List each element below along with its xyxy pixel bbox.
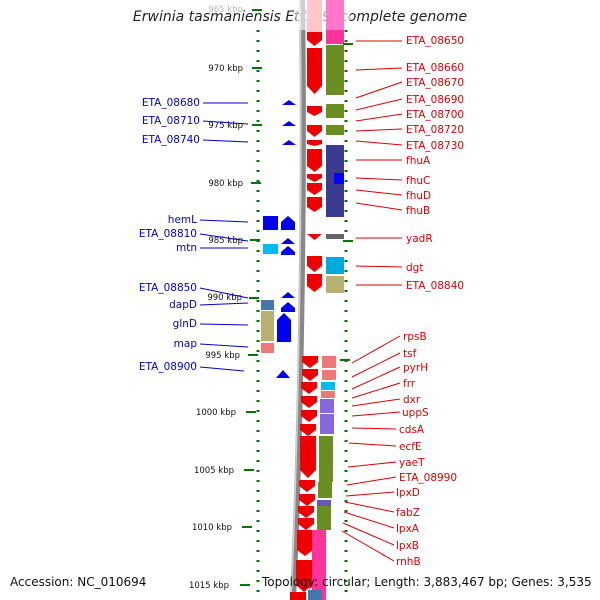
left-label-glnD: glnD xyxy=(173,318,197,330)
right-label-rpsB: rpsB xyxy=(403,331,427,343)
backbone-highlight xyxy=(290,0,302,600)
right-label-eta-08700: ETA_08700 xyxy=(406,109,464,121)
scale-label-0: 965 kbp xyxy=(208,5,243,15)
left-label-eta-08740: ETA_08740 xyxy=(142,134,200,146)
left-label-dapD: dapD xyxy=(169,299,197,311)
right-label-eta-08990: ETA_08990 xyxy=(399,472,457,484)
right-label-yaeT: yaeT xyxy=(399,457,425,469)
left-label-eta-08810: ETA_08810 xyxy=(139,228,197,240)
right-label-eta-08720: ETA_08720 xyxy=(406,124,464,136)
scale-labels: 965 kbp 970 kbp 975 kbp 980 kbp 985 kbp … xyxy=(189,5,243,591)
scale-label-9: 1010 kbp xyxy=(192,523,232,533)
scale-label-3: 980 kbp xyxy=(208,179,243,189)
right-label-lpxD: lpxD xyxy=(396,487,420,499)
right-label-fhuA: fhuA xyxy=(406,155,431,167)
top-pink-block xyxy=(326,0,344,32)
left-label-eta-08850: ETA_08850 xyxy=(139,282,197,294)
scale-label-5: 990 kbp xyxy=(207,293,242,303)
right-label-eta-08660: ETA_08660 xyxy=(406,62,464,74)
top-red-strand xyxy=(307,0,322,32)
left-labels: ETA_08680 ETA_08710 ETA_08740 hemL ETA_0… xyxy=(139,97,200,373)
right-label-eta-08730: ETA_08730 xyxy=(406,140,464,152)
genome-summary-text: Topology: circular; Length: 3,883,467 bp… xyxy=(262,575,592,589)
right-label-pyrH: pyrH xyxy=(403,362,428,374)
right-label-ecfE: ecfE xyxy=(399,441,422,453)
right-label-frr: frr xyxy=(403,378,416,390)
left-label-eta-08710: ETA_08710 xyxy=(142,115,200,127)
right-label-tsf: tsf xyxy=(403,348,417,360)
left-label-eta-08900: ETA_08900 xyxy=(139,361,197,373)
right-label-uppS: uppS xyxy=(402,407,429,419)
scale-label-6: 995 kbp xyxy=(205,351,240,361)
left-leader-lines xyxy=(199,102,249,372)
left-label-eta-08680: ETA_08680 xyxy=(142,97,200,109)
left-label-map: map xyxy=(174,338,198,350)
right-leader-lines xyxy=(341,40,403,562)
right-label-dxr: dxr xyxy=(403,394,421,406)
function-blocks-lower xyxy=(308,356,336,600)
left-label-hemL: hemL xyxy=(168,214,197,226)
right-label-fabZ: fabZ xyxy=(396,507,420,519)
scale-label-2: 975 kbp xyxy=(208,121,243,131)
right-label-eta-08840: ETA_08840 xyxy=(406,280,464,292)
right-label-rnhB: rnhB xyxy=(396,556,421,568)
left-label-mtn: mtn xyxy=(176,242,197,254)
right-label-eta-08650: ETA_08650 xyxy=(406,35,464,47)
reverse-strand-genes xyxy=(263,100,296,378)
scale-ticks xyxy=(240,9,353,586)
scale-label-10: 1015 kbp xyxy=(189,581,229,591)
forward-strand-lower xyxy=(290,356,318,600)
reverse-function-blocks xyxy=(261,244,278,353)
right-label-fhuC: fhuC xyxy=(406,175,430,187)
right-label-lpxB: lpxB xyxy=(396,540,419,552)
right-label-eta-08670: ETA_08670 xyxy=(406,77,464,89)
right-label-fhuD: fhuD xyxy=(406,190,431,202)
right-label-yadR: yadR xyxy=(406,233,433,245)
right-label-lpxA: lpxA xyxy=(396,523,420,535)
scale-label-7: 1000 kbp xyxy=(196,408,236,418)
right-label-eta-08690: ETA_08690 xyxy=(406,94,464,106)
right-label-cdsA: cdsA xyxy=(399,424,425,436)
forward-strand-upper xyxy=(307,32,322,292)
right-label-fhuB: fhuB xyxy=(406,205,430,217)
accession-text: Accession: NC_010694 xyxy=(10,575,147,589)
right-labels: ETA_08650 ETA_08660 ETA_08670 ETA_08690 … xyxy=(396,35,464,568)
function-blocks-upper xyxy=(326,30,344,293)
scale-label-4: 985 kbp xyxy=(208,236,243,246)
scale-label-8: 1005 kbp xyxy=(194,466,234,476)
right-label-dgt: dgt xyxy=(406,262,423,274)
scale-label-1: 970 kbp xyxy=(208,64,243,74)
backbone-line xyxy=(290,0,306,600)
